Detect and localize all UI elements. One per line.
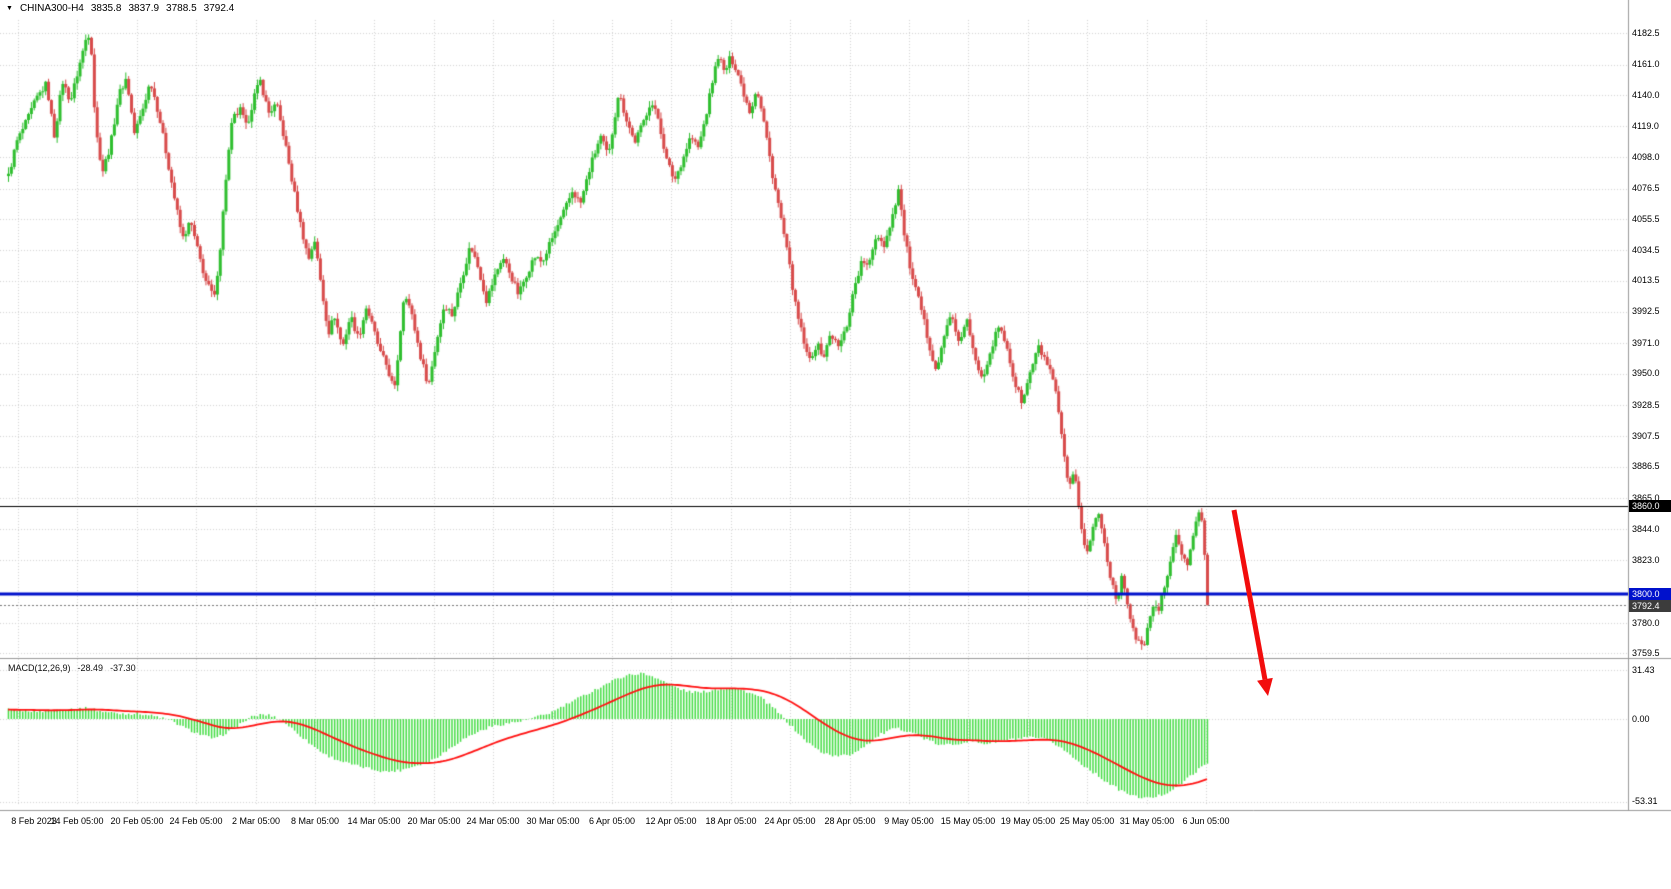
time-tick-label: 12 Apr 05:00	[645, 816, 697, 826]
symbol-label: CHINA300-H4	[19, 3, 84, 14]
time-tick-label: 15 May 05:00	[940, 816, 996, 826]
time-tick-label: 20 Mar 05:00	[407, 816, 461, 826]
price-tick-label: 3907.5	[1632, 430, 1660, 441]
time-tick-label: 25 May 05:00	[1059, 816, 1115, 826]
price-tick-label: 4034.5	[1632, 244, 1660, 255]
price-tick-label: 4119.0	[1632, 120, 1659, 131]
hline-3800-price-tag: 3800.0	[1629, 587, 1671, 600]
price-tick-label: 3971.0	[1632, 337, 1660, 348]
time-tick-label: 31 May 05:00	[1119, 816, 1175, 826]
time-tick-label: 24 Feb 05:00	[169, 816, 223, 826]
hline-3860-price-tag: 3860.0	[1629, 499, 1671, 512]
ohlc-toggle-icon[interactable]: ▼	[6, 4, 13, 12]
time-tick-label: 24 Mar 05:00	[466, 816, 520, 826]
price-tick-label: 3886.5	[1632, 461, 1660, 472]
price-tick-label: 3759.5	[1632, 647, 1660, 658]
price-tick-label: 4076.5	[1632, 183, 1660, 194]
time-tick-label: 6 Apr 05:00	[588, 816, 636, 826]
time-tick-label: 8 Mar 05:00	[290, 816, 340, 826]
time-tick-label: 30 Mar 05:00	[526, 816, 580, 826]
time-tick-label: 28 Apr 05:00	[824, 816, 876, 826]
price-tick-label: 4055.5	[1632, 213, 1660, 224]
ohlc-open: 3835.8	[90, 3, 122, 14]
ohlc-low: 3788.5	[166, 3, 197, 14]
time-tick-label: 18 Apr 05:00	[705, 816, 757, 826]
time-tick-label: 20 Feb 05:00	[110, 816, 164, 826]
price-tick-label: 3844.0	[1632, 523, 1660, 534]
price-tick-label: 3928.5	[1632, 399, 1660, 410]
price-tick-label: 3865.0	[1632, 492, 1660, 503]
macd-main-value: -28.49	[77, 663, 104, 673]
time-tick-label: 6 Jun 05:00	[1182, 816, 1230, 826]
chart-title: ▼ CHINA300-H4 3835.8 3837.9 3788.5 3792.…	[6, 3, 234, 14]
price-tick-label: 4013.5	[1632, 275, 1660, 286]
price-tick-label: 3950.0	[1632, 368, 1660, 379]
time-tick-label: 19 May 05:00	[1000, 816, 1056, 826]
time-tick-label: 24 Apr 05:00	[764, 816, 816, 826]
price-tick-label: 3780.0	[1632, 617, 1660, 628]
time-tick-label: 8 Feb 2023	[11, 816, 57, 826]
time-tick-label: 14 Feb 05:00	[50, 816, 104, 826]
macd-tick-label: -53.31	[1632, 796, 1658, 807]
price-tick-label: 4098.0	[1632, 151, 1660, 162]
time-tick-label: 2 Mar 05:00	[231, 816, 281, 826]
ohlc-high: 3837.9	[128, 3, 160, 14]
current-price-tag: 3792.4	[1629, 599, 1671, 612]
price-tick-label: 3992.5	[1632, 306, 1660, 317]
ohlc-close: 3792.4	[203, 3, 235, 14]
price-tick-label: 4182.5	[1632, 27, 1660, 38]
price-tick-label: 4161.0	[1632, 59, 1660, 70]
time-tick-label: 9 May 05:00	[884, 816, 934, 826]
price-tick-label: 3823.0	[1632, 554, 1660, 565]
macd-tick-label: 0.00	[1632, 713, 1650, 724]
macd-signal-value: -37.30	[110, 663, 136, 673]
macd-tick-label: 31.43	[1632, 664, 1655, 675]
macd-name: MACD(12,26,9)	[8, 663, 71, 673]
price-tick-label: 4140.0	[1632, 89, 1660, 100]
macd-indicator-label: MACD(12,26,9) -28.49 -37.30	[8, 663, 136, 673]
time-tick-label: 14 Mar 05:00	[347, 816, 401, 826]
